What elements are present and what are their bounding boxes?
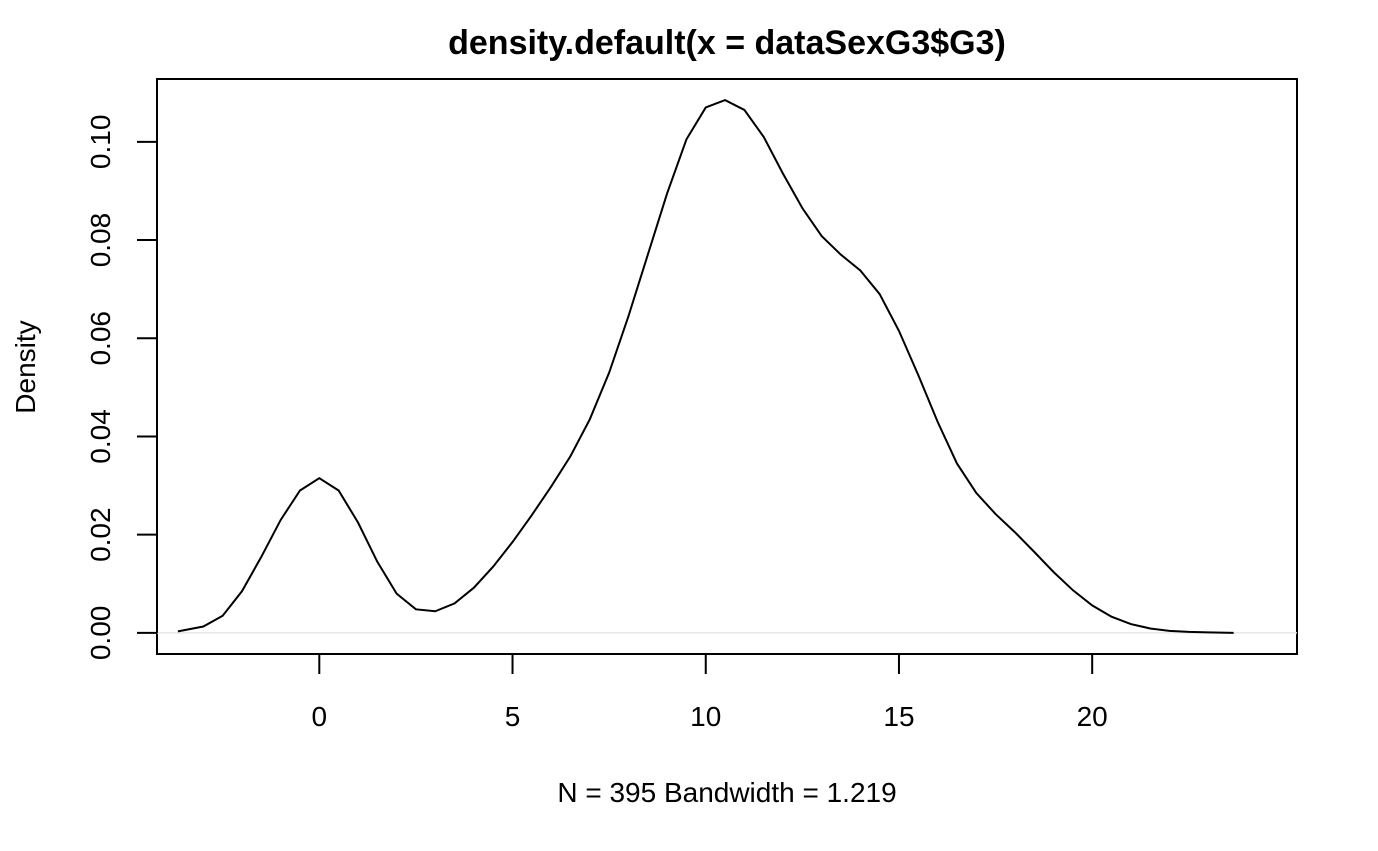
x-tick-label: 5 [505, 701, 521, 732]
y-axis: 0.00 0.02 0.04 0.06 0.08 0.10 [85, 115, 158, 661]
x-axis-label: N = 395 Bandwidth = 1.219 [557, 777, 896, 808]
y-tick-label: 0.00 [85, 606, 116, 661]
y-tick-label: 0.02 [85, 507, 116, 562]
x-tick-label: 10 [690, 701, 721, 732]
chart-title: density.default(x = dataSexG3$G3) [448, 24, 1006, 62]
y-tick-label: 0.06 [85, 311, 116, 366]
y-tick-label: 0.04 [85, 409, 116, 464]
x-tick-label: 20 [1077, 701, 1108, 732]
y-axis-label: Density [10, 320, 41, 413]
x-tick-label: 0 [312, 701, 328, 732]
x-axis: 0 5 10 15 20 [312, 653, 1108, 732]
density-curve [177, 99, 1234, 634]
x-tick-label: 15 [883, 701, 914, 732]
y-tick-label: 0.08 [85, 213, 116, 268]
y-tick-label: 0.10 [85, 115, 116, 170]
plot-frame [156, 78, 1298, 655]
